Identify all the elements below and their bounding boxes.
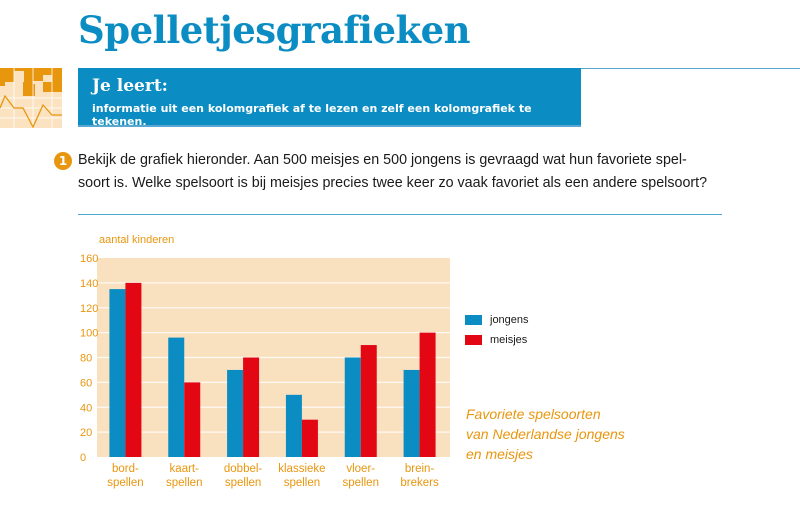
bar-meisjes-0 — [125, 282, 142, 457]
y-tick-label: 100 — [80, 328, 98, 340]
chart-decoration-icon — [0, 68, 62, 128]
x-tick-label: spellen — [225, 477, 261, 489]
bar-meisjes-5 — [419, 332, 436, 457]
y-tick-label: 120 — [80, 303, 98, 315]
y-tick-label: 40 — [80, 402, 92, 414]
bar-jongens-5 — [403, 369, 420, 457]
caption-line: Favoriete spelsoorten — [466, 406, 601, 422]
bar-meisjes-1 — [184, 382, 201, 457]
learning-goal-text: informatie uit een kolomgrafiek af te le… — [92, 102, 532, 128]
x-tick-label: spellen — [166, 477, 202, 489]
y-tick-label: 140 — [80, 278, 98, 290]
bar-jongens-0 — [109, 289, 126, 457]
x-tick-label: brein- — [405, 463, 435, 475]
caption-line: van Nederlandse jongens — [466, 426, 625, 442]
x-tick-label: vloer- — [346, 463, 375, 475]
legend-swatch-meisjes — [465, 335, 482, 345]
bar-meisjes-4 — [360, 345, 377, 457]
x-tick-label: spellen — [343, 477, 379, 489]
x-tick-label: brekers — [400, 477, 439, 489]
y-tick-label: 160 — [80, 253, 98, 265]
x-tick-label: dobbel- — [224, 463, 263, 475]
legend-label: jongens — [490, 314, 529, 326]
page-title: Spelletjesgrafieken — [78, 8, 471, 52]
x-tick-label: bord- — [112, 463, 139, 475]
legend-item-meisjes: meisjes — [465, 330, 529, 350]
x-tick-label: klassieke — [278, 463, 325, 475]
bar-jongens-4 — [344, 357, 361, 457]
legend-swatch-jongens — [465, 315, 482, 325]
question-text-line-1: Bekijk de grafiek hieronder. Aan 500 mei… — [78, 152, 687, 168]
y-tick-label: 60 — [80, 377, 92, 389]
caption-line: en meisjes — [466, 446, 533, 462]
x-tick-label: spellen — [107, 477, 143, 489]
y-tick-label: 0 — [80, 452, 86, 464]
y-axis-label: aantal kinderen — [99, 234, 174, 246]
learning-goal-heading: Je leert: — [92, 76, 168, 96]
bar-jongens-1 — [168, 337, 185, 457]
question-text-line-2: soort is. Welke spelsoort is bij meisjes… — [78, 175, 708, 191]
answer-line[interactable] — [78, 214, 722, 215]
chart-caption: Favoriete spelsoorten van Nederlandse jo… — [466, 404, 625, 464]
bar-jongens-3 — [285, 394, 302, 457]
bar-meisjes-2 — [243, 357, 260, 457]
header-rule — [440, 68, 800, 69]
y-tick-label: 80 — [80, 353, 92, 365]
bar-meisjes-3 — [301, 419, 318, 457]
learning-goal-box: Je leert: informatie uit een kolomgrafie… — [78, 68, 581, 128]
legend-item-jongens: jongens — [465, 310, 529, 330]
x-tick-label: spellen — [284, 477, 320, 489]
question-number-badge: 1 — [54, 152, 72, 170]
legend-label: meisjes — [490, 334, 528, 346]
x-tick-label: kaart- — [170, 463, 200, 475]
y-tick-label: 20 — [80, 427, 92, 439]
bar-chart: aantal kinderen 0 20 40 60 80 100 120 140 160 bo… — [80, 234, 450, 489]
chart-legend: jongens meisjes — [465, 310, 529, 350]
bar-jongens-2 — [227, 369, 244, 457]
